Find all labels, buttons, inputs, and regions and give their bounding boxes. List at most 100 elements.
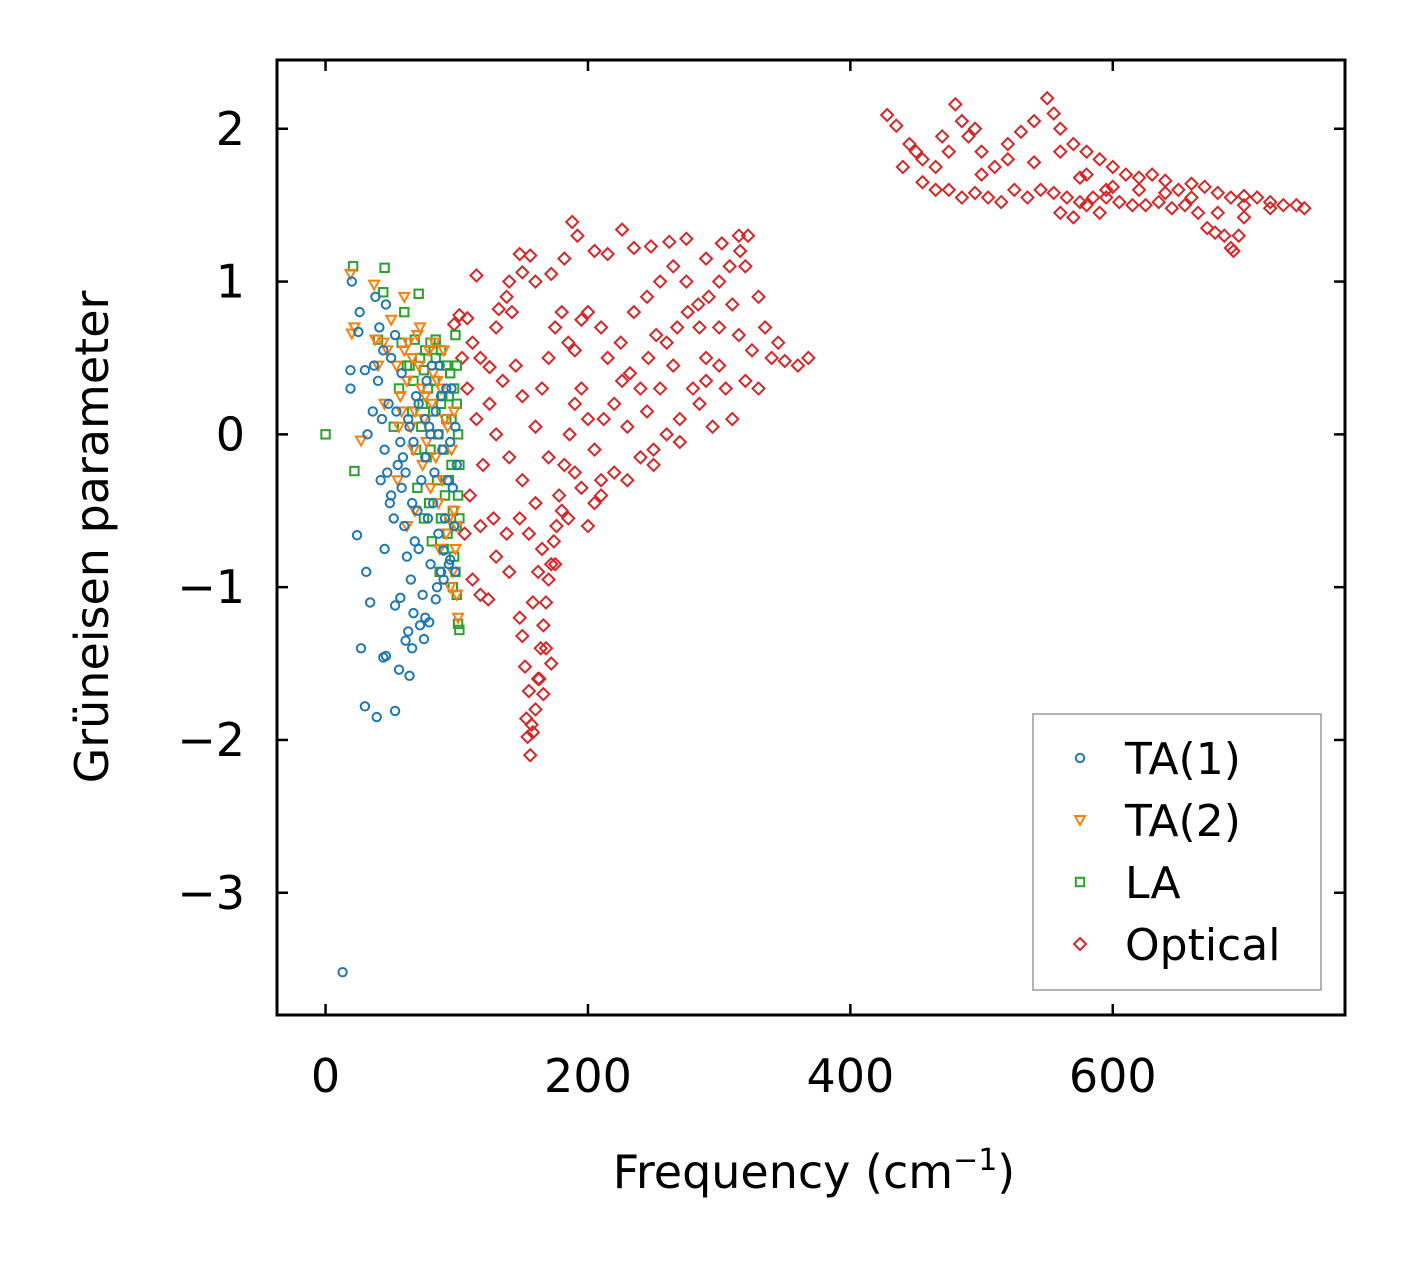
- point-ta2: [397, 291, 411, 304]
- point-optical: [469, 268, 484, 283]
- point-optical: [665, 258, 681, 274]
- point-la: [320, 429, 331, 440]
- point-optical: [1065, 209, 1081, 225]
- point-ta2: [377, 398, 392, 411]
- point-ta1: [441, 383, 452, 394]
- point-optical: [711, 319, 727, 335]
- point-optical: [554, 503, 570, 519]
- point-ta1: [376, 413, 388, 425]
- point-ta1: [450, 566, 461, 578]
- point-ta1: [427, 497, 439, 509]
- point-optical: [1118, 167, 1134, 183]
- point-optical: [1275, 197, 1291, 213]
- point-optical: [531, 671, 547, 687]
- point-optical: [1052, 205, 1068, 221]
- point-optical: [514, 264, 530, 280]
- point-optical: [661, 234, 677, 250]
- point-optical: [538, 595, 554, 610]
- point-ta1: [444, 436, 456, 448]
- point-optical: [541, 572, 557, 587]
- point-optical: [551, 488, 567, 503]
- legend-marker-optical: [1072, 936, 1088, 952]
- point-optical: [499, 289, 515, 305]
- point-ta2: [425, 398, 439, 411]
- point-optical: [698, 373, 714, 389]
- point-optical: [488, 549, 504, 565]
- point-ta1: [422, 513, 434, 524]
- point-optical: [1249, 190, 1265, 205]
- point-optical: [800, 350, 816, 366]
- point-ta1: [430, 406, 441, 417]
- point-optical: [1000, 136, 1016, 152]
- point-optical: [1216, 228, 1232, 244]
- point-ta2: [422, 345, 436, 358]
- point-optical: [554, 304, 570, 320]
- point-ta1: [374, 322, 385, 333]
- point-optical: [1184, 176, 1199, 192]
- point-optical: [528, 274, 543, 289]
- point-ta2: [429, 452, 443, 465]
- point-ta1: [380, 650, 392, 662]
- point-optical: [678, 274, 694, 289]
- point-ta2: [418, 391, 432, 404]
- point-ta1: [378, 345, 389, 356]
- point-optical: [534, 381, 550, 396]
- legend-frame: [1032, 713, 1322, 991]
- point-ta1: [437, 444, 448, 455]
- point-optical: [685, 381, 701, 396]
- point-optical: [587, 442, 602, 458]
- point-optical: [980, 190, 996, 205]
- point-optical: [633, 449, 648, 465]
- point-ta2: [450, 589, 464, 602]
- point-ta1: [354, 306, 365, 318]
- point-optical: [547, 556, 563, 572]
- point-optical: [567, 465, 583, 480]
- point-optical: [514, 388, 530, 404]
- point-optical: [711, 274, 727, 289]
- point-ta2: [384, 314, 398, 327]
- point-optical: [535, 617, 551, 633]
- point-ta1: [413, 543, 424, 555]
- point-ta2: [423, 482, 438, 495]
- point-optical: [1151, 194, 1167, 210]
- point-optical: [1236, 188, 1252, 204]
- point-optical: [732, 243, 748, 259]
- point-la: [450, 329, 461, 341]
- point-optical: [528, 495, 543, 511]
- point-ta1: [442, 475, 453, 486]
- point-optical: [770, 335, 786, 351]
- point-optical: [1059, 190, 1075, 205]
- point-ta1: [447, 482, 459, 494]
- point-ta2: [427, 337, 442, 350]
- point-optical: [1210, 185, 1226, 201]
- point-optical: [1231, 228, 1247, 244]
- point-optical: [488, 426, 504, 442]
- point-ta1: [417, 589, 428, 600]
- point-ta1: [380, 299, 392, 310]
- point-optical: [462, 488, 478, 503]
- point-ta1: [395, 592, 406, 604]
- point-optical: [1098, 190, 1114, 205]
- point-ta1: [404, 421, 415, 432]
- point-ta1: [409, 536, 420, 547]
- point-optical: [1111, 194, 1127, 210]
- point-optical: [1026, 113, 1042, 129]
- point-ta1: [429, 467, 440, 478]
- x-axis-label-superscript: −1: [953, 1143, 997, 1178]
- point-optical: [993, 194, 1009, 210]
- point-optical: [1157, 185, 1173, 201]
- point-optical: [1190, 205, 1206, 221]
- point-optical: [567, 396, 583, 412]
- y-tick-label: 0: [216, 407, 245, 461]
- point-optical: [639, 289, 655, 305]
- point-optical: [512, 246, 528, 262]
- point-ta2: [405, 352, 419, 366]
- point-optical: [737, 373, 753, 389]
- point-optical: [1144, 167, 1160, 183]
- point-ta2: [430, 375, 444, 388]
- point-ta1: [392, 459, 403, 471]
- point-optical: [614, 222, 630, 238]
- point-la: [452, 490, 464, 501]
- point-optical: [587, 243, 602, 259]
- point-optical: [524, 717, 539, 733]
